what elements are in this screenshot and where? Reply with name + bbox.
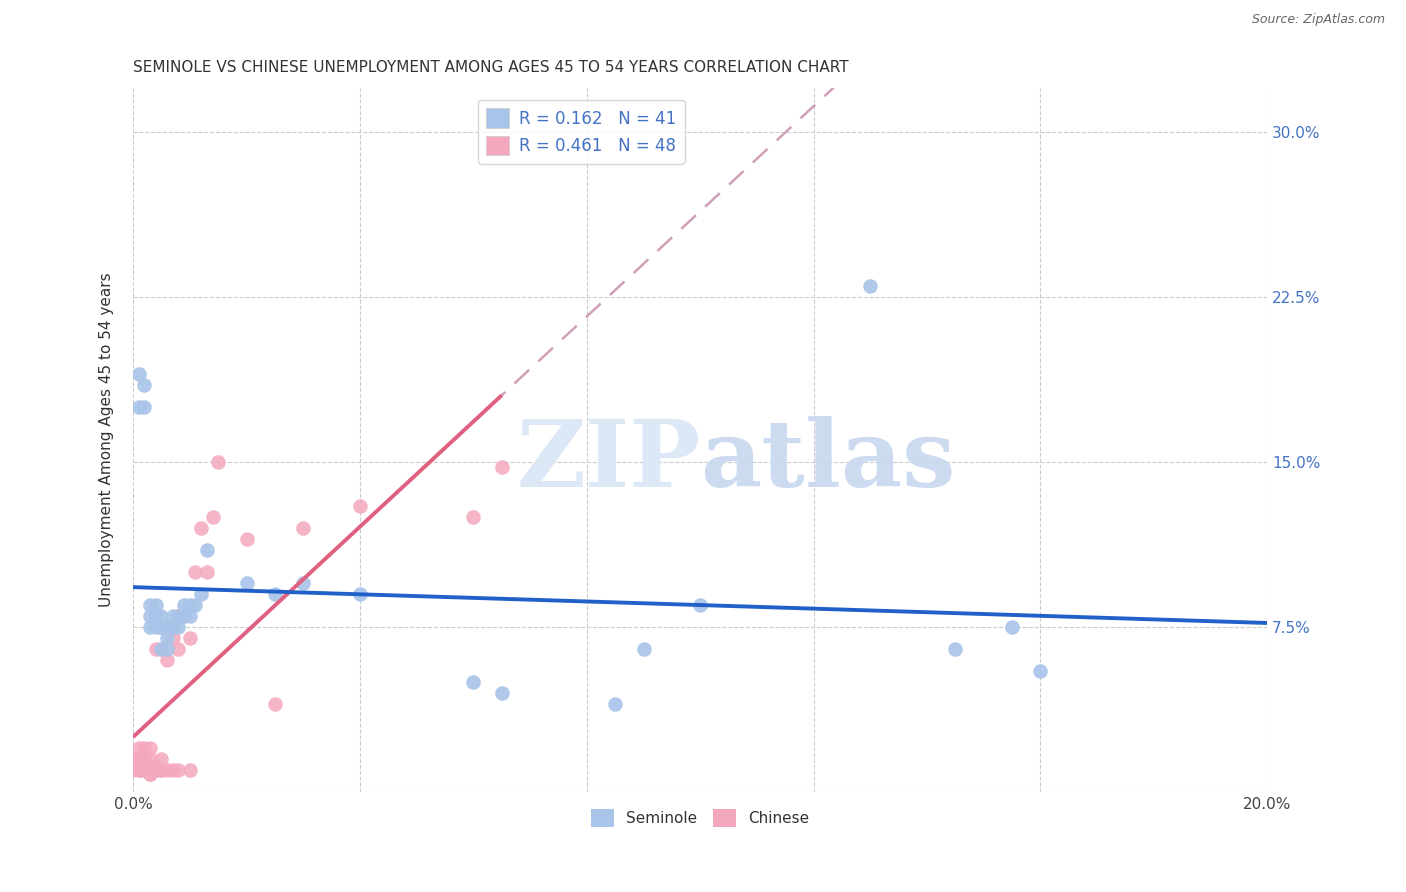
- Point: [179, 763, 201, 777]
- Point: [179, 631, 201, 645]
- Point: [179, 598, 201, 612]
- Point: [689, 598, 711, 612]
- Text: atlas: atlas: [700, 417, 956, 507]
- Point: [945, 642, 967, 657]
- Point: [463, 675, 485, 690]
- Point: [134, 758, 156, 772]
- Point: [1029, 664, 1052, 678]
- Point: [122, 752, 145, 766]
- Point: [162, 620, 184, 634]
- Point: [150, 642, 173, 657]
- Point: [134, 400, 156, 414]
- Point: [633, 642, 655, 657]
- Point: [292, 576, 315, 591]
- Point: [349, 587, 371, 601]
- Point: [491, 686, 513, 700]
- Point: [173, 609, 195, 624]
- Point: [128, 367, 150, 381]
- Point: [145, 598, 167, 612]
- Legend: Seminole, Chinese: Seminole, Chinese: [585, 803, 815, 834]
- Point: [173, 598, 195, 612]
- Point: [139, 598, 162, 612]
- Point: [128, 763, 150, 777]
- Point: [139, 767, 162, 781]
- Point: [139, 758, 162, 772]
- Point: [134, 378, 156, 392]
- Point: [128, 400, 150, 414]
- Point: [150, 620, 173, 634]
- Point: [1001, 620, 1024, 634]
- Point: [173, 609, 195, 624]
- Point: [195, 543, 218, 558]
- Point: [145, 642, 167, 657]
- Point: [162, 609, 184, 624]
- Point: [122, 763, 145, 777]
- Point: [156, 763, 179, 777]
- Point: [235, 532, 257, 546]
- Point: [139, 752, 162, 766]
- Point: [145, 758, 167, 772]
- Point: [145, 620, 167, 634]
- Point: [134, 752, 156, 766]
- Text: SEMINOLE VS CHINESE UNEMPLOYMENT AMONG AGES 45 TO 54 YEARS CORRELATION CHART: SEMINOLE VS CHINESE UNEMPLOYMENT AMONG A…: [134, 60, 849, 75]
- Point: [201, 510, 224, 524]
- Point: [145, 763, 167, 777]
- Point: [145, 763, 167, 777]
- Point: [150, 609, 173, 624]
- Point: [128, 741, 150, 756]
- Point: [134, 763, 156, 777]
- Point: [179, 609, 201, 624]
- Point: [145, 609, 167, 624]
- Point: [184, 565, 207, 579]
- Point: [167, 609, 190, 624]
- Point: [167, 620, 190, 634]
- Point: [463, 510, 485, 524]
- Point: [195, 565, 218, 579]
- Point: [134, 741, 156, 756]
- Point: [156, 642, 179, 657]
- Text: ZIP: ZIP: [516, 417, 700, 507]
- Point: [150, 763, 173, 777]
- Point: [156, 620, 179, 634]
- Point: [150, 752, 173, 766]
- Point: [128, 758, 150, 772]
- Text: Source: ZipAtlas.com: Source: ZipAtlas.com: [1251, 13, 1385, 27]
- Point: [491, 459, 513, 474]
- Point: [605, 697, 627, 711]
- Point: [139, 620, 162, 634]
- Point: [134, 763, 156, 777]
- Point: [167, 609, 190, 624]
- Point: [859, 279, 882, 293]
- Point: [150, 642, 173, 657]
- Point: [150, 763, 173, 777]
- Point: [156, 631, 179, 645]
- Point: [128, 763, 150, 777]
- Point: [162, 631, 184, 645]
- Point: [292, 521, 315, 535]
- Point: [139, 741, 162, 756]
- Point: [264, 587, 287, 601]
- Point: [190, 587, 212, 601]
- Point: [156, 620, 179, 634]
- Point: [184, 598, 207, 612]
- Point: [264, 697, 287, 711]
- Point: [139, 609, 162, 624]
- Point: [162, 620, 184, 634]
- Point: [349, 499, 371, 513]
- Point: [162, 763, 184, 777]
- Point: [156, 653, 179, 667]
- Point: [167, 763, 190, 777]
- Y-axis label: Unemployment Among Ages 45 to 54 years: Unemployment Among Ages 45 to 54 years: [100, 273, 114, 607]
- Point: [207, 455, 229, 469]
- Point: [139, 767, 162, 781]
- Point: [167, 642, 190, 657]
- Point: [128, 752, 150, 766]
- Point: [235, 576, 257, 591]
- Point: [150, 620, 173, 634]
- Point: [190, 521, 212, 535]
